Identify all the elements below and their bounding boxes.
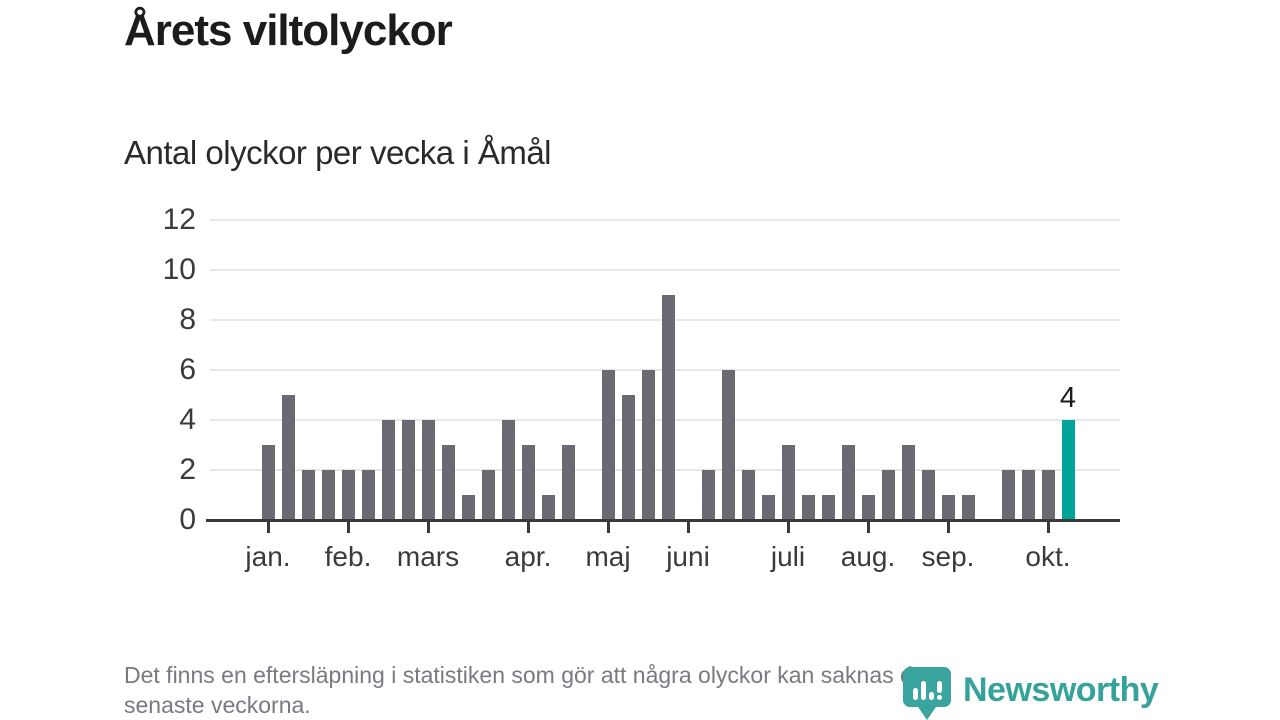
y-tick-label: 10 [162, 253, 196, 286]
x-tick [347, 520, 350, 533]
logo-bar-icon [920, 681, 926, 700]
bar-week-21 [661, 295, 675, 520]
x-tick-label-jan: jan. [245, 541, 291, 572]
newsworthy-logo: Newsworthy [903, 664, 1163, 720]
gridline [210, 219, 1120, 221]
x-tick [427, 520, 430, 533]
chart-subtitle: Antal olyckor per vecka i Åmål [124, 134, 552, 171]
bar-week-14 [521, 445, 535, 520]
x-tick [787, 520, 790, 533]
bar-week-35 [941, 495, 955, 520]
bar-week-38 [1001, 470, 1015, 520]
bar-week-29 [821, 495, 835, 520]
bar-week-10 [441, 445, 455, 520]
x-tick [1047, 520, 1050, 533]
footnote: Det finns en eftersläpning i statistiken… [124, 660, 926, 720]
x-tick-label-apr: apr. [504, 541, 552, 572]
y-tick-label: 6 [179, 353, 196, 386]
gridline [210, 269, 1120, 271]
logo-exclamation-icon [936, 681, 942, 700]
bar-week-33 [901, 445, 915, 520]
x-tick-label-mars: mars [396, 541, 460, 572]
bar-week-39 [1021, 470, 1035, 520]
bar-week-20 [641, 370, 655, 520]
y-tick-label: 4 [179, 403, 196, 436]
footnote-line-1: Det finns en eftersläpning i statistiken… [124, 662, 926, 688]
bar-week-23 [701, 470, 715, 520]
bar-week-32 [881, 470, 895, 520]
x-axis-line [206, 519, 1120, 522]
logo-pin-tail-icon [916, 704, 938, 720]
x-tick-label-maj: maj [585, 541, 631, 572]
bar-week-24 [721, 370, 735, 520]
bar-week-13 [501, 420, 515, 520]
newsworthy-wordmark: Newsworthy [963, 671, 1159, 709]
bar-week-7 [381, 420, 395, 520]
x-tick-label-feb: feb. [324, 541, 372, 572]
bar-week-18 [601, 370, 615, 520]
bar-week-19 [621, 395, 635, 520]
y-tick-label: 12 [162, 203, 196, 236]
bar-week-12 [481, 470, 495, 520]
bar-week-15 [541, 495, 555, 520]
bar-week-1 [261, 445, 275, 520]
bar-week-30 [841, 445, 855, 520]
bar-week-27 [781, 445, 795, 520]
bar-week-40 [1041, 470, 1055, 520]
x-tick [607, 520, 610, 533]
bar-week-34 [921, 470, 935, 520]
logo-bar-icon [928, 692, 934, 700]
x-tick [267, 520, 270, 533]
y-tick-label: 2 [179, 453, 196, 486]
logo-bar-icon [912, 688, 918, 700]
y-tick-label: 0 [179, 503, 196, 536]
x-tick [947, 520, 950, 533]
x-tick-label-aug: aug. [840, 541, 896, 572]
bar-week-41 [1061, 420, 1075, 520]
bar-week-6 [361, 470, 375, 520]
x-tick [527, 520, 530, 533]
bar-week-9 [421, 420, 435, 520]
newsworthy-pin-chart-icon [903, 667, 951, 707]
bar-chart-plot: 0 2 4 6 8 10 12 jan. feb. mars apr. maj juni juli aug… [163, 204, 1120, 572]
bar-week-36 [961, 495, 975, 520]
bar-week-5 [341, 470, 355, 520]
bar-week-8 [401, 420, 415, 520]
bar-week-16 [561, 445, 575, 520]
bar-week-25 [741, 470, 755, 520]
x-tick-label-juni: juni [666, 541, 710, 572]
x-tick [867, 520, 870, 533]
x-tick-label-okt: okt. [1025, 541, 1071, 572]
x-tick-label-sep: sep. [921, 541, 975, 572]
bar-week-26 [761, 495, 775, 520]
x-tick-label-juli: juli [770, 541, 806, 572]
y-tick-label: 8 [179, 303, 196, 336]
highlight-value-label: 4 [1059, 382, 1077, 414]
footnote-line-2: senaste veckorna. [124, 692, 311, 718]
bar-week-31 [861, 495, 875, 520]
x-tick [687, 520, 690, 533]
bar-week-3 [301, 470, 315, 520]
bar-week-28 [801, 495, 815, 520]
bar-week-4 [321, 470, 335, 520]
page-title: Årets viltolyckor [124, 6, 453, 55]
bar-week-11 [461, 495, 475, 520]
bar-week-2 [281, 395, 295, 520]
